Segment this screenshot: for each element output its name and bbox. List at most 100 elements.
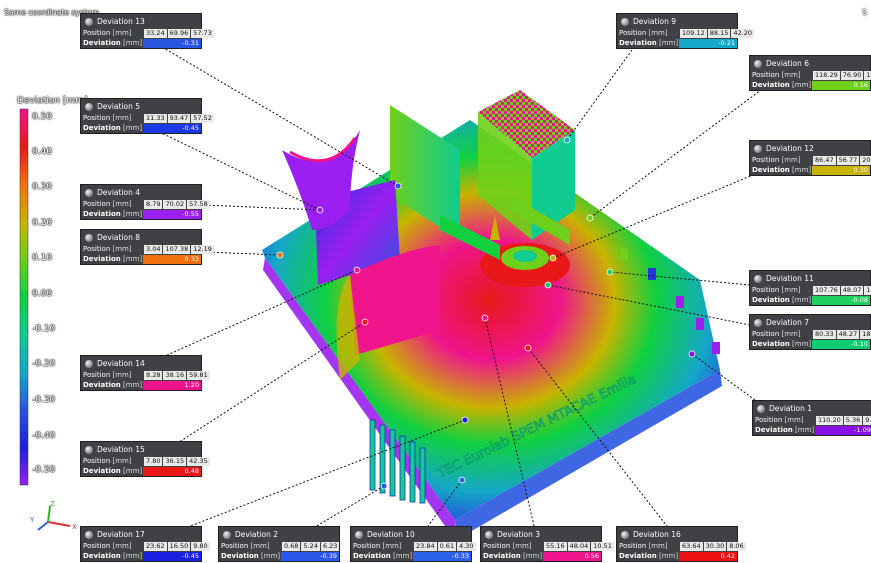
position-y-value: 48.07	[840, 285, 864, 295]
deviation-row: Deviation [mm] 0.33	[83, 254, 201, 264]
legend-tick: 0.10	[32, 253, 53, 263]
unit-label: [mm]	[523, 552, 543, 560]
deviation-card[interactable]: Deviation 15 Position [mm] 7.80 36.15 42.35 D…	[80, 441, 210, 477]
deviation-card-header: Deviation 7	[754, 317, 809, 328]
deviation-card-title: Deviation 5	[97, 102, 141, 111]
leader-lines	[144, 36, 766, 531]
position-y-value: 0.61	[437, 541, 457, 551]
viewport-corner-label: S	[862, 8, 868, 17]
svg-text:Y: Y	[29, 516, 35, 524]
deviation-row: Deviation [mm] -0.33	[353, 551, 471, 561]
deviation-row: Deviation [mm] 1.20	[83, 380, 201, 390]
unit-label: [mm]	[261, 552, 281, 560]
deviation-card-title: Deviation 17	[97, 530, 145, 539]
deviation-card[interactable]: Deviation 3 Position [mm] 55.16 48.04 10.51 D…	[480, 526, 614, 562]
position-label: Position	[752, 71, 780, 79]
sphere-icon	[85, 17, 93, 26]
sphere-icon	[85, 530, 93, 539]
position-z-value: 57.58	[187, 199, 210, 209]
position-label: Position	[83, 542, 111, 550]
position-y-value: 76.90	[840, 70, 864, 80]
position-z-value: 42.35	[187, 456, 210, 466]
position-x-value: 55.16	[544, 541, 567, 551]
position-label: Position	[221, 542, 249, 550]
position-row: Position [mm] 3.04 107.38 12.19	[83, 244, 214, 254]
deviation-card[interactable]: Deviation 4 Position [mm] 8.79 70.02 57.58 De…	[80, 184, 210, 220]
position-y-value: 56.77	[836, 155, 860, 165]
deviation-label: Deviation	[83, 381, 121, 389]
legend-tick: 0.50	[32, 112, 53, 122]
deviation-card-header: Deviation 11	[754, 273, 814, 284]
legend-tick: 0.20	[32, 218, 53, 228]
sphere-icon	[485, 530, 493, 539]
deviation-points	[276, 136, 696, 490]
unit-label: [mm]	[393, 552, 413, 560]
deviation-value: 0.33	[143, 254, 201, 264]
deviation-value: 0.30	[812, 165, 870, 175]
printed-part-model	[262, 90, 722, 540]
deviation-card-title: Deviation 14	[97, 359, 145, 368]
position-y-value: 36.15	[163, 456, 187, 466]
position-label: Position	[83, 371, 111, 379]
deviation-card-title: Deviation 8	[97, 233, 141, 242]
deviation-value: -0.55	[143, 209, 201, 219]
sphere-icon	[757, 404, 765, 413]
deviation-card[interactable]: Deviation 17 Position [mm] 23.62 16.50 9.80 D…	[80, 526, 210, 562]
position-z-value: 9.44	[863, 415, 871, 425]
deviation-card-header: Deviation 16	[621, 529, 681, 540]
position-y-value: 48.27	[836, 329, 860, 339]
deviation-value: -0.45	[143, 123, 201, 133]
unit-label: [mm]	[112, 457, 132, 465]
position-label: Position	[83, 457, 111, 465]
deviation-card[interactable]: Deviation 13 Position [mm] 33.24 69.96 57.73…	[80, 13, 214, 49]
unit-label: [mm]	[792, 340, 812, 348]
deviation-card-title: Deviation 13	[97, 17, 145, 26]
position-x-value: 8.79	[144, 199, 163, 209]
deviation-card-title: Deviation 3	[497, 530, 541, 539]
deviation-card-header: Deviation 10	[355, 529, 415, 540]
deviation-card-header: Deviation 17	[85, 529, 145, 540]
unit-label: [mm]	[792, 166, 812, 174]
deviation-card[interactable]: Deviation 10 Position [mm] 23.84 0.61 4.30 De…	[350, 526, 476, 562]
deviation-card-header: Deviation 3	[485, 529, 540, 540]
deviation-card-header: Deviation 5	[85, 101, 140, 112]
position-row: Position [mm] 0.68 5.24 6.23	[221, 541, 340, 551]
axis-triad: X Z Y	[29, 500, 77, 531]
position-x-value: 23.62	[144, 541, 167, 551]
coordinate-system-label: Same coordinate system	[4, 8, 99, 17]
deviation-card-header: Deviation 1	[757, 403, 812, 414]
deviation-card-title: Deviation 12	[766, 144, 814, 153]
deviation-card[interactable]: Deviation 16 Position [mm] 63.64 30.30 8.06 D…	[616, 526, 746, 562]
deviation-card[interactable]: Deviation 14 Position [mm] 8.28 38.16 59.81 D…	[80, 355, 210, 391]
sphere-icon	[223, 530, 231, 539]
position-z-value: 20.32	[860, 155, 871, 165]
unit-label: [mm]	[795, 426, 815, 434]
deviation-card[interactable]: Deviation 5 Position [mm] 11.33 93.47 57.52 D…	[80, 98, 214, 134]
deviation-row: Deviation [mm] 0.56	[483, 551, 601, 561]
sphere-icon	[85, 233, 93, 242]
deviation-row: Deviation [mm] 0.42	[619, 551, 737, 561]
position-x-value: 23.84	[414, 541, 437, 551]
unit-label: [mm]	[659, 552, 679, 560]
position-label: Position	[755, 416, 783, 424]
deviation-card[interactable]: Deviation 8 Position [mm] 3.04 107.38 12.19 D…	[80, 229, 214, 265]
deviation-card-title: Deviation 10	[367, 530, 415, 539]
deviation-card-header: Deviation 4	[85, 187, 140, 198]
deviation-card-title: Deviation 15	[97, 445, 145, 454]
position-label: Position	[83, 245, 111, 253]
deviation-label: Deviation	[752, 166, 790, 174]
deviation-value: -0.10	[812, 339, 870, 349]
deviation-card[interactable]: Deviation 9 Position [mm] 109.12 88.15 42.20…	[616, 13, 754, 49]
deviation-label: Deviation	[83, 39, 121, 47]
deviation-card-title: Deviation 1	[769, 404, 813, 413]
unit-label: [mm]	[123, 39, 143, 47]
deviation-value: 0.42	[679, 551, 737, 561]
position-z-value: 18.06	[860, 329, 871, 339]
deviation-card[interactable]: Deviation 2 Position [mm] 0.68 5.24 6.23 Devi…	[218, 526, 340, 562]
